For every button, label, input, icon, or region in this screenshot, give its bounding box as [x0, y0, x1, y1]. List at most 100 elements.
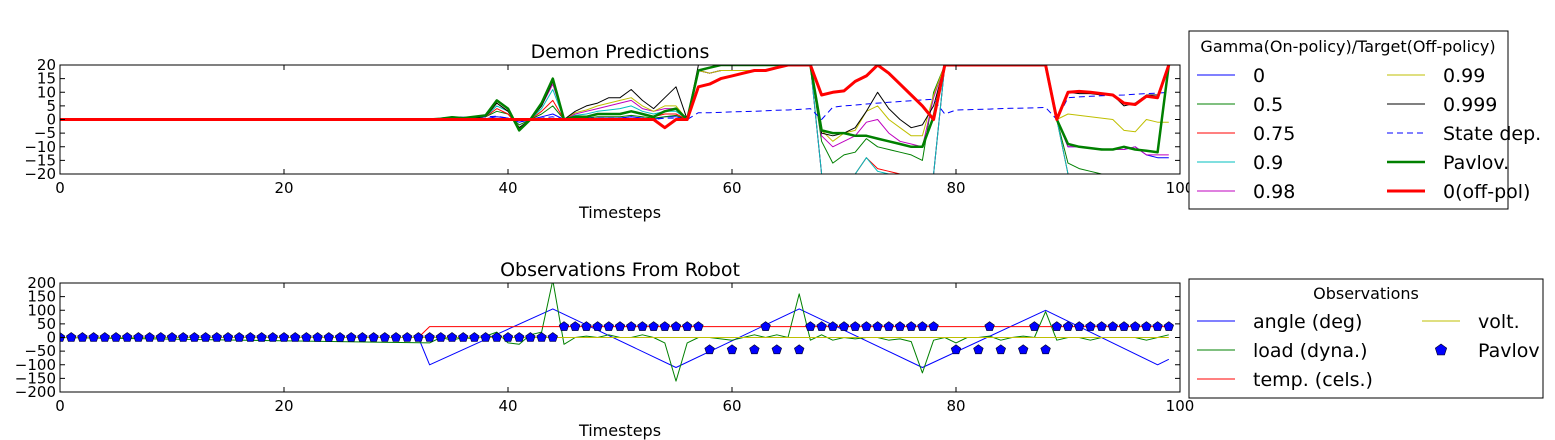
x-tick-label: 0: [55, 397, 65, 415]
series-pavlov-point: [973, 344, 984, 355]
series-pavlov-point: [1130, 321, 1141, 331]
series-pavlov-point: [469, 332, 480, 342]
series-pavlov-point: [446, 332, 458, 342]
series-pavlov-point: [245, 332, 256, 342]
observations-panel: Observations From Robot 0 20 40 60 80 1002001…: [15, 259, 1544, 440]
y-tick-label: 0: [46, 111, 56, 129]
series-pavlov-point: [346, 332, 357, 342]
series-pavlov-point: [267, 332, 278, 342]
legend-state-dep-label: State dep.: [1443, 123, 1541, 145]
series-pavlov-point: [760, 321, 771, 331]
series-pavlov-point: [805, 321, 816, 331]
x-tick-label: 80: [946, 179, 965, 197]
series-pavlov-point: [670, 321, 682, 331]
x-axis-label: Timesteps: [578, 421, 661, 440]
x-tick-label: 60: [722, 179, 741, 197]
series-pavlov-point: [379, 332, 390, 342]
series-0-98-line: [60, 65, 1169, 156]
series-pavlov-point: [883, 321, 894, 331]
chart-title: Demon Predictions: [531, 41, 710, 63]
series-pavlov-point: [592, 321, 603, 331]
series-pavlov-point: [110, 332, 122, 342]
series-pavlov-point: [222, 332, 234, 342]
x-tick-label: 20: [274, 179, 293, 197]
series-0-5-line: [60, 65, 1169, 174]
series-pavlov-point: [458, 332, 469, 342]
series-group: [60, 65, 1171, 174]
y-tick-label: 20: [37, 56, 56, 74]
series-pavlov-point: [189, 332, 200, 342]
y-tick-label: −150: [15, 369, 56, 387]
series-pavlov-point: [234, 332, 245, 342]
series-pavlov-point: [390, 332, 402, 342]
series-pavlov-point: [290, 332, 301, 342]
series-pavlov-point: [704, 344, 715, 355]
series-pavlov-point: [827, 321, 838, 331]
legend-0-99-label: 0.99: [1443, 65, 1485, 87]
series-0-99-line: [60, 65, 1169, 142]
series-pavlov-point: [1029, 321, 1040, 331]
series-pavlov-point: [872, 321, 883, 331]
series-pavlov-point: [570, 321, 581, 331]
legend-0-5-label: 0.5: [1253, 94, 1283, 116]
series-pavlov-point: [368, 332, 379, 342]
y-tick-label: −100: [15, 356, 56, 374]
series-group: [60, 283, 1174, 382]
series-pavlov-point: [614, 321, 626, 331]
series-pavlov-point: [323, 332, 334, 342]
series-pavlov-point: [861, 321, 872, 331]
legend-angle-deg-label: angle (deg): [1253, 311, 1362, 333]
legend-0-label: 0: [1253, 65, 1265, 87]
y-tick-label: −200: [15, 383, 56, 401]
series-pavlov-point: [211, 332, 222, 342]
series-pavlov-point: [1085, 321, 1096, 331]
series-pavlov-point: [1118, 321, 1130, 331]
x-tick-label: 100: [1166, 179, 1195, 197]
y-tick-label: 5: [46, 97, 56, 115]
y-tick-label: −50: [24, 342, 56, 360]
series-pavlov-point: [413, 332, 424, 342]
series-pavlov-point: [1152, 321, 1163, 331]
legend-frame: [1188, 278, 1544, 399]
series-0-9-line: [60, 65, 1169, 174]
series-pavlov-point: [771, 344, 782, 355]
series-pavlov-point: [491, 332, 502, 342]
y-tick-label: −15: [24, 151, 56, 169]
series-pavlov-point: [424, 332, 435, 342]
series-pavlov-point: [1096, 321, 1107, 331]
legend-0-98-label: 0.98: [1253, 181, 1295, 203]
x-tick-label: 20: [274, 397, 293, 415]
legend-0-75-label: 0.75: [1253, 123, 1295, 145]
legend-pavlov-swatch: [1434, 343, 1448, 356]
series-pavlov-point: [659, 321, 670, 331]
legend-0-off-pol-label: 0(off-pol): [1443, 181, 1530, 203]
series-pavlov-point: [917, 321, 928, 331]
series-pavlov-point: [99, 332, 110, 342]
series-pavlov-point: [312, 332, 323, 342]
legend-pavlov-label: Pavlov: [1478, 340, 1540, 362]
x-tick-label: 100: [1166, 397, 1195, 415]
series-pavlov-point: [166, 332, 178, 342]
x-tick-label: 40: [498, 397, 517, 415]
series-pavlov-point: [693, 321, 704, 331]
series-pavlov-point: [278, 332, 290, 342]
series-pavlov-point: [984, 321, 995, 331]
series-pavlov-point: [906, 321, 917, 331]
legend-title: Gamma(On-policy)/Target(Off-policy): [1200, 37, 1495, 56]
series-pavlov-point: [1040, 344, 1051, 355]
series-pavlov-point: [950, 344, 962, 355]
series-pavlov-point: [1018, 344, 1029, 355]
series-pavlov-point: [850, 321, 861, 331]
legend: Gamma(On-policy)/Target(Off-policy) 0 0.5…: [1188, 30, 1541, 210]
series-pavlov-point: [525, 332, 536, 342]
series-pavlov-point: [502, 332, 514, 342]
series-pavlov-point: [178, 332, 189, 342]
x-tick-label: 80: [946, 397, 965, 415]
x-tick-label: 40: [498, 179, 517, 197]
y-tick-label: 15: [37, 70, 56, 88]
series-pavlov-point: [1141, 321, 1152, 331]
legend-load-dyna-label: load (dyna.): [1253, 340, 1368, 362]
legend-volt-label: volt.: [1478, 311, 1520, 333]
